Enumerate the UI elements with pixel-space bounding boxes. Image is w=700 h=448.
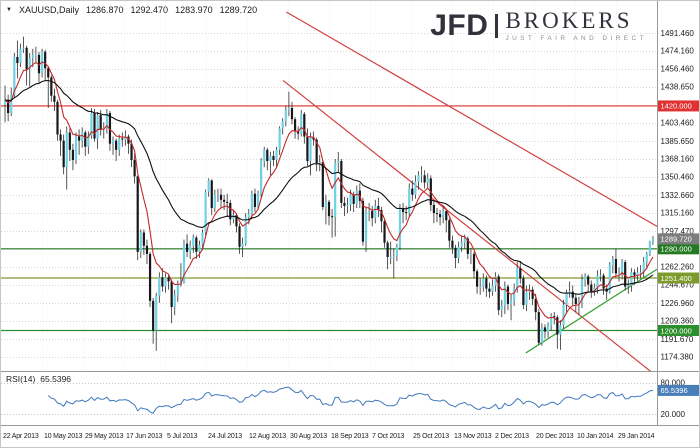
price-badge-1251.400: 1251.400 (658, 272, 699, 284)
rsi-indicator-label: RSI(14) 65.5396 (6, 374, 71, 384)
rsi-name: RSI(14) (6, 374, 36, 384)
trend-lines-layer[interactable] (282, 11, 657, 376)
time-tick-label: 10 Jan 2014 (577, 433, 614, 440)
fast-ma-line (4, 61, 654, 323)
price-tick-label: 1297.470 (661, 227, 695, 236)
high-value: 1292.470 (130, 5, 169, 15)
price-tick-label: 1262.260 (661, 263, 695, 272)
current-price-badge: 1289.720 (658, 233, 699, 245)
rsi-level-label: 80.000 (661, 379, 686, 388)
price-tick-label: 1332.660 (661, 191, 695, 200)
price-tick-label: 1350.460 (661, 173, 695, 182)
time-axis[interactable]: 22 Apr 2013 10 May 2013 29 May 2013 17 Jun … (3, 433, 655, 440)
time-tick-label: 17 Jun 2013 (126, 433, 163, 440)
rsi-value-badge: 65.5396 (658, 384, 699, 396)
price-tick-label: 1191.670 (661, 335, 694, 344)
time-tick-label: 2 Dec 2013 (495, 433, 529, 440)
price-tick-label: 1456.460 (661, 65, 695, 74)
time-tick-label: 22 Apr 2013 (3, 433, 39, 440)
jfd-brokers-logo: JFD BROKERS JUST FAIR AND DIRECT (430, 9, 647, 42)
rsi-line (47, 386, 654, 414)
dropdown-arrow-icon[interactable]: ▼ (6, 7, 12, 13)
price-tick-label: 1438.650 (661, 83, 695, 92)
price-tick-label: 1315.160 (661, 209, 695, 218)
price-tick-label: 1403.460 (661, 119, 695, 128)
price-tick-label: 1244.670 (661, 281, 695, 290)
rsi-level-label: 20.000 (661, 410, 686, 419)
svg-text:1251.400: 1251.400 (661, 274, 692, 283)
price-tick-label: 1474.160 (661, 46, 695, 55)
logo-separator-bar (495, 13, 499, 38)
open-value: 1286.870 (85, 5, 124, 15)
time-tick-label: 10 May 2013 (44, 433, 83, 440)
symbol-period-label: XAUUSD,Daily (18, 5, 79, 15)
close-value: 1289.720 (219, 5, 258, 15)
price-badge-1280.000: 1280.000 (658, 243, 699, 255)
low-value: 1283.970 (175, 5, 213, 15)
logo-jfd-text: JFD (430, 8, 489, 42)
time-tick-label: 25 Oct 2013 (413, 433, 449, 440)
price-tick-label: 1368.160 (661, 155, 695, 164)
price-badge-1420.000: 1420.000 (658, 100, 699, 112)
rsi-current-value: 65.5396 (40, 374, 72, 384)
price-tick-label: 1385.650 (661, 137, 695, 146)
svg-text:1280.000: 1280.000 (661, 245, 692, 254)
price-tick-label: 1174.380 (661, 352, 694, 361)
slow-ma-line (4, 79, 654, 295)
time-tick-label: 7 Oct 2013 (372, 433, 405, 440)
time-tick-label: 30 Aug 2013 (290, 433, 327, 440)
price-badge-1200.000: 1200.000 (658, 324, 699, 336)
logo-tagline: JUST FAIR AND DIRECT (505, 35, 647, 42)
symbol-ohlc-line: ▼ XAUUSD,Daily 1286.870 1292.470 1283.97… (6, 5, 257, 15)
time-tick-label: 29 Jan 2014 (618, 433, 655, 440)
time-tick-label: 18 Sep 2013 (331, 433, 369, 440)
price-axis[interactable]: 1491.4601474.1601456.4601438.6501421.060… (661, 29, 695, 419)
time-tick-label: 13 Nov 2013 (454, 433, 492, 440)
price-lines-layer[interactable] (1, 105, 657, 332)
price-tick-label: 1226.960 (661, 299, 695, 308)
time-tick-label: 12 Aug 2013 (249, 433, 286, 440)
time-tick-label: 5 Jul 2013 (167, 433, 198, 440)
time-tick-label: 24 Jul 2013 (208, 433, 242, 440)
svg-text:65.5396: 65.5396 (661, 386, 688, 395)
time-tick-label: 29 May 2013 (85, 433, 124, 440)
price-tick-label: 1209.360 (661, 317, 695, 326)
price-tick-label: 1491.460 (661, 29, 695, 38)
logo-brokers-text: BROKERS (505, 8, 633, 33)
svg-text:1420.000: 1420.000 (661, 102, 692, 111)
time-tick-label: 20 Dec 2013 (536, 433, 574, 440)
svg-text:1289.720: 1289.720 (661, 235, 692, 244)
svg-text:1200.000: 1200.000 (661, 326, 692, 335)
